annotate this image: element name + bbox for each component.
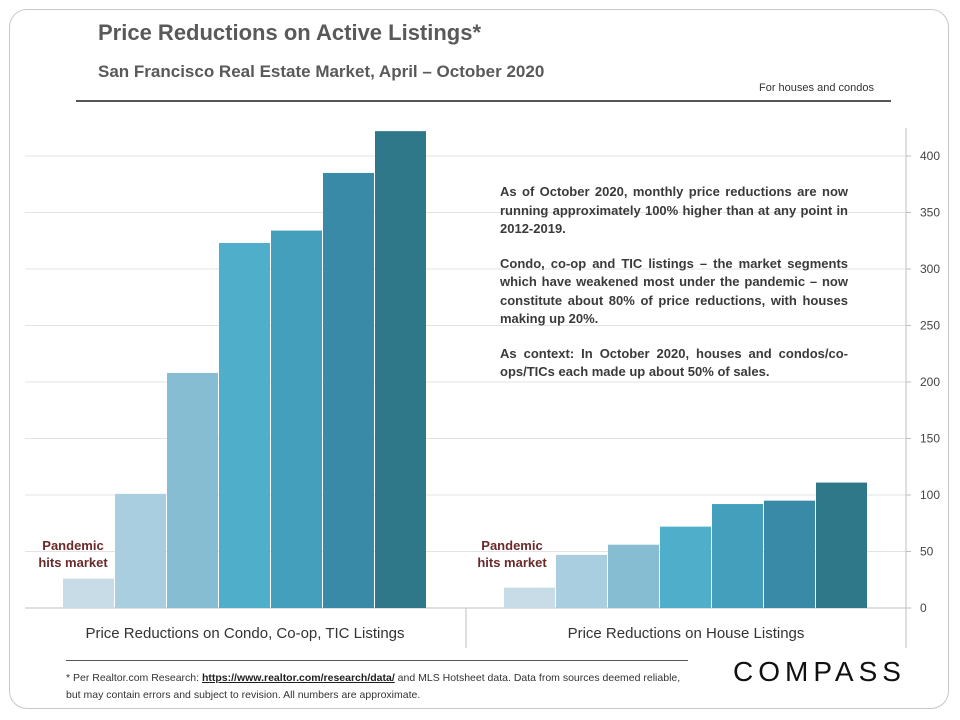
annotation-paragraph-2: Condo, co-op and TIC listings – the mark… [500, 255, 848, 327]
pandemic-label-line1-1: Pandemic [42, 538, 103, 553]
bar-group1-4 [219, 243, 270, 608]
y-tick-label-50: 50 [920, 545, 934, 559]
annotation-paragraph-3: As context: In October 2020, houses and … [500, 345, 848, 380]
slide-frame [9, 9, 949, 709]
annotation-paragraph-1: As of October 2020, monthly price reduct… [500, 184, 848, 236]
chart-subtitle: San Francisco Real Estate Market, April … [98, 62, 545, 81]
bar-group2-6 [764, 500, 815, 608]
y-tick-label-150: 150 [920, 432, 940, 446]
footnote-prefix: * Per Realtor.com Research: [66, 672, 200, 684]
pandemic-label-line2-1: hits market [38, 555, 108, 570]
category-label-1: Price Reductions on Condo, Co-op, TIC Li… [85, 625, 404, 642]
bar-group2-7 [816, 482, 867, 608]
header-divider [76, 100, 891, 102]
footnote-divider [66, 660, 688, 661]
y-tick-label-250: 250 [920, 319, 940, 333]
pandemic-label-line2-2: hits market [477, 555, 547, 570]
category-label-2: Price Reductions on House Listings [568, 625, 805, 642]
bar-group2-5 [712, 504, 763, 608]
footnote-suffix: and MLS Hotsheet data. Data from sources… [66, 672, 681, 701]
chart-annotation: As of October 2020, monthly price reduct… [500, 183, 848, 398]
bar-group2-3 [608, 544, 659, 608]
bar-group2-2 [556, 554, 607, 608]
bar-group1-7 [375, 131, 426, 608]
footnote: * Per Realtor.com Research: https://www.… [66, 670, 681, 704]
chart-title: Price Reductions on Active Listings* [98, 20, 482, 45]
bar-group1-6 [323, 172, 374, 608]
y-tick-label-100: 100 [920, 488, 940, 502]
y-tick-label-300: 300 [920, 262, 940, 276]
y-tick-label-0: 0 [920, 601, 927, 615]
bar-group2-4 [660, 526, 711, 608]
pandemic-label-line1-2: Pandemic [481, 538, 542, 553]
bar-group1-3 [167, 372, 218, 608]
y-tick-label-350: 350 [920, 206, 940, 220]
bar-group1-1 [63, 578, 114, 608]
scope-note: For houses and condos [759, 82, 874, 94]
bar-group1-5 [271, 230, 322, 608]
bar-group2-1 [504, 587, 555, 608]
compass-logo: COMPASS [733, 656, 906, 687]
source-link[interactable]: https://www.realtor.com/research/data/ [201, 672, 395, 684]
bar-group1-2 [115, 493, 166, 608]
y-tick-label-200: 200 [920, 375, 940, 389]
y-tick-label-400: 400 [920, 149, 940, 163]
